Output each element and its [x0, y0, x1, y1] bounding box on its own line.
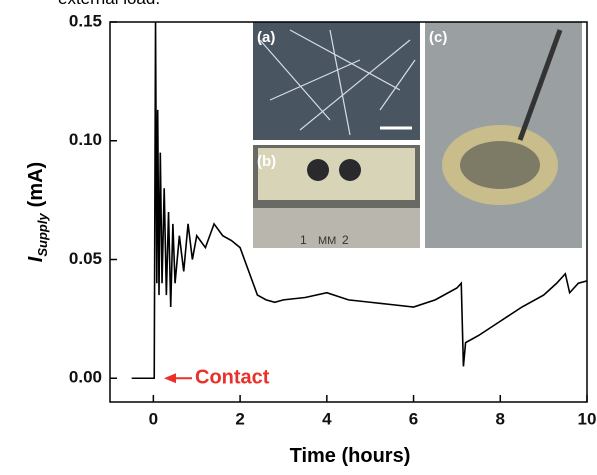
- ruler-label: MM: [318, 235, 336, 247]
- y-label-sub: Supply: [35, 213, 50, 257]
- inset-label: (a): [257, 29, 275, 46]
- photo-b-ruler: [253, 208, 420, 248]
- x-tick-label: 0: [149, 409, 158, 428]
- x-axis-label: Time (hours): [290, 445, 411, 467]
- ruler-label: 1: [300, 233, 307, 247]
- photo-b-dot: [307, 159, 329, 181]
- y-tick-label: 0.00: [69, 368, 102, 387]
- inset-photos: (a) (b) (c) 1 MM 2: [253, 22, 582, 248]
- y-label-unit: (mA): [25, 162, 47, 208]
- inset-label: (c): [429, 29, 447, 46]
- photo-a: [253, 22, 420, 140]
- annotation-arrowhead: [164, 373, 176, 383]
- x-tick-label: 8: [496, 409, 505, 428]
- inset-label: (b): [257, 153, 276, 170]
- y-tick-label: 0.10: [69, 130, 102, 149]
- caption-fragment: external load.: [58, 0, 160, 8]
- y-tick-label: 0.15: [69, 11, 102, 30]
- chart: external load. (a) (b) (c) 1 MM 2 Time (…: [0, 0, 597, 475]
- photo-c-liquid: [460, 141, 540, 189]
- x-tick-label: 6: [409, 409, 418, 428]
- y-axis-label: ISupply(mA): [25, 162, 50, 262]
- x-tick-label: 2: [235, 409, 244, 428]
- ruler-label: 2: [342, 233, 349, 247]
- x-tick-label: 4: [322, 409, 332, 428]
- y-tick-label: 0.05: [69, 249, 102, 268]
- photo-b-dot: [339, 159, 361, 181]
- photo-b-strip: [258, 148, 415, 200]
- annotation: Contact: [195, 367, 270, 389]
- x-tick-label: 10: [578, 409, 597, 428]
